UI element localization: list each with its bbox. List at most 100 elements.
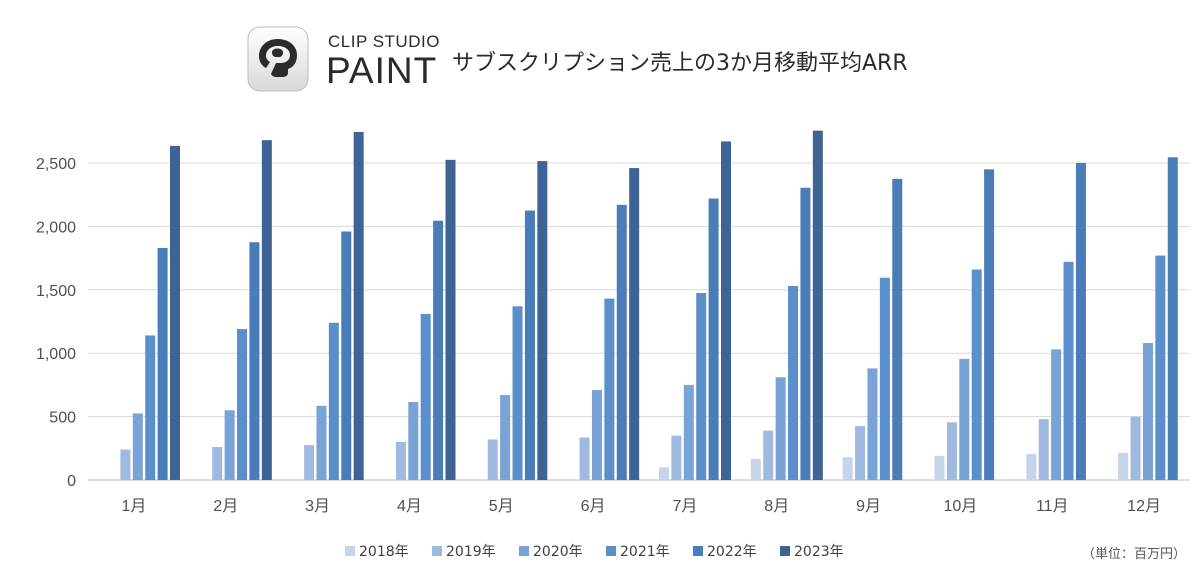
- x-tick-label: 5月: [489, 498, 514, 515]
- bar-2022年-1月: [157, 247, 168, 480]
- bar-2022年-11月: [1075, 163, 1086, 480]
- bar-2019年-2月: [212, 447, 223, 480]
- bar-2021年-1月: [145, 335, 156, 480]
- bar-2019年-6月: [579, 437, 590, 480]
- y-tick-label: 2,000: [36, 219, 76, 236]
- legend-label: 2023年: [794, 544, 844, 560]
- bar-2020年-8月: [775, 377, 786, 480]
- bar-2021年-10月: [971, 269, 982, 480]
- bar-2020年-3月: [316, 405, 327, 480]
- bar-2021年-9月: [879, 277, 890, 480]
- x-tick-label: 8月: [764, 498, 789, 515]
- bar-2022年-8月: [800, 187, 811, 480]
- bar-2022年-3月: [341, 231, 352, 480]
- legend-label: 2018年: [359, 544, 409, 560]
- y-tick-label: 2,500: [36, 156, 76, 173]
- bar-2020年-5月: [500, 395, 511, 480]
- chart-header: CLIP STUDIO PAINT サブスクリプション売上の3か月移動平均ARR: [0, 0, 1200, 110]
- x-tick-label: 10月: [944, 498, 978, 515]
- x-tick-label: 2月: [213, 498, 238, 515]
- bar-2019年-4月: [395, 441, 406, 480]
- legend-swatch: [345, 546, 355, 556]
- bar-2023年-4月: [445, 159, 456, 480]
- bar-2022年-7月: [708, 198, 719, 480]
- bar-2019年-11月: [1038, 419, 1049, 480]
- bar-2019年-9月: [855, 426, 866, 480]
- brand-name-line1: CLIP STUDIO: [328, 32, 440, 51]
- x-axis: 1月 2月 3月 4月 5月 6月 7月 8月 9月 10月 11月 12月: [121, 498, 1161, 515]
- bar-2023年-8月: [812, 130, 823, 480]
- bar-2022年-5月: [524, 210, 535, 481]
- bar-2018年-12月: [1118, 452, 1129, 480]
- bar-2020年-4月: [408, 402, 419, 480]
- x-tick-label: 4月: [397, 498, 422, 515]
- x-tick-label: 1月: [121, 498, 146, 515]
- y-tick-label: 500: [49, 410, 76, 427]
- bar-2020年-6月: [591, 389, 602, 480]
- legend-label: 2022年: [707, 544, 757, 560]
- legend-label: 2019年: [446, 544, 496, 560]
- bar-2020年-1月: [132, 413, 143, 480]
- y-tick-label: 1,000: [36, 346, 76, 363]
- legend-swatch: [519, 546, 529, 556]
- bar-2018年-7月: [659, 467, 669, 480]
- bar-2021年-6月: [604, 298, 615, 480]
- clip-studio-paint-logo-icon: [247, 26, 309, 92]
- x-tick-label: 12月: [1127, 498, 1161, 515]
- bar-2021年-12月: [1155, 255, 1166, 480]
- brand-name-line2: PAINT: [326, 50, 438, 91]
- bars: [120, 130, 1178, 481]
- unit-note: （単位：百万円）: [1081, 547, 1186, 562]
- bar-2019年-5月: [487, 439, 498, 480]
- bar-2019年-8月: [763, 430, 774, 480]
- bar-2022年-4月: [433, 220, 444, 480]
- bar-2023年-1月: [170, 145, 180, 480]
- bar-2023年-3月: [353, 131, 364, 480]
- bar-2018年-10月: [934, 455, 945, 480]
- legend: 2018年 2019年 2020年 2021年 2022年 2023年: [345, 544, 844, 560]
- bar-2022年-6月: [616, 204, 627, 480]
- bar-2020年-7月: [683, 384, 694, 480]
- y-tick-label: 1,500: [36, 283, 76, 300]
- legend-swatch: [432, 546, 442, 556]
- x-tick-label: 3月: [305, 498, 330, 515]
- bar-2020年-9月: [867, 368, 878, 480]
- x-tick-label: 11月: [1036, 498, 1069, 515]
- bar-2018年-8月: [750, 459, 761, 480]
- x-tick-label: 6月: [581, 498, 606, 515]
- chart-title: サブスクリプション売上の3か月移動平均ARR: [452, 51, 908, 76]
- bar-2020年-12月: [1142, 343, 1153, 480]
- bar-2023年-7月: [721, 141, 731, 480]
- bar-2019年-1月: [120, 449, 131, 480]
- x-tick-label: 7月: [672, 498, 697, 515]
- bar-2021年-2月: [237, 329, 248, 480]
- bar-2021年-3月: [328, 322, 339, 480]
- legend-swatch: [606, 546, 616, 556]
- bar-2023年-6月: [629, 168, 640, 480]
- y-axis: 0 500 1,000 1,500 2,000 2,500: [36, 156, 76, 490]
- legend-swatch: [693, 546, 703, 556]
- bar-2021年-8月: [788, 285, 799, 480]
- y-tick-label: 0: [67, 473, 76, 490]
- bar-2019年-10月: [946, 422, 957, 480]
- bar-2021年-4月: [420, 313, 431, 480]
- bar-2019年-12月: [1130, 416, 1141, 480]
- bar-2021年-11月: [1063, 261, 1074, 480]
- bar-2020年-11月: [1051, 349, 1062, 480]
- bar-2022年-2月: [249, 242, 260, 480]
- legend-label: 2021年: [620, 544, 670, 560]
- bar-2018年-9月: [842, 457, 853, 480]
- bar-2018年-11月: [1026, 454, 1037, 480]
- bar-2023年-2月: [261, 140, 272, 480]
- bar-2021年-7月: [696, 292, 707, 480]
- bar-2022年-12月: [1167, 157, 1178, 480]
- x-tick-label: 9月: [856, 498, 881, 515]
- bar-2020年-10月: [959, 358, 970, 480]
- bar-2019年-7月: [671, 435, 682, 480]
- bar-2023年-5月: [537, 161, 548, 480]
- legend-label: 2020年: [533, 544, 583, 560]
- bar-2021年-5月: [512, 306, 523, 480]
- bar-2020年-2月: [224, 410, 235, 480]
- legend-swatch: [780, 546, 790, 556]
